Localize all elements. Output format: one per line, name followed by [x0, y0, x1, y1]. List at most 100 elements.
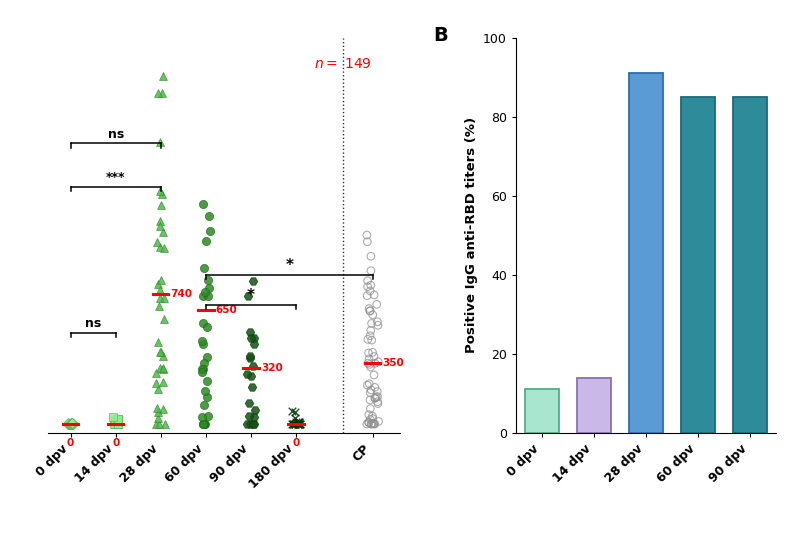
Point	[361, 381, 374, 390]
Point	[158, 293, 170, 302]
Point	[293, 420, 306, 428]
Point	[372, 417, 385, 426]
Point	[66, 420, 79, 428]
Point	[196, 412, 209, 421]
Point	[197, 292, 210, 301]
Point	[65, 419, 78, 428]
Point	[62, 418, 74, 427]
Point	[65, 420, 78, 428]
Point	[293, 417, 306, 426]
Point	[244, 334, 257, 342]
Point	[157, 71, 170, 80]
Text: *: *	[286, 258, 294, 273]
Point	[156, 351, 169, 360]
Point	[363, 360, 376, 369]
Text: ***: ***	[106, 171, 126, 184]
Point	[362, 418, 375, 427]
Point	[195, 365, 208, 373]
Point	[111, 416, 124, 425]
Point	[155, 201, 168, 209]
Point	[154, 216, 166, 225]
Point	[112, 420, 125, 428]
Bar	[681, 97, 715, 433]
Point	[150, 237, 163, 246]
Point	[156, 228, 169, 237]
Point	[152, 280, 165, 288]
Point	[365, 266, 378, 275]
Point	[197, 199, 210, 208]
Point	[362, 359, 374, 367]
Point	[66, 420, 79, 428]
Point	[364, 306, 377, 315]
Point	[246, 420, 259, 428]
Point	[247, 420, 260, 428]
Point	[62, 420, 74, 428]
Point	[366, 336, 378, 345]
Point	[156, 190, 169, 199]
Point	[248, 406, 261, 414]
Point	[362, 418, 375, 427]
Point	[291, 418, 304, 426]
Point	[197, 420, 210, 428]
Point	[364, 388, 377, 397]
Point	[151, 407, 164, 416]
Point	[371, 399, 384, 408]
Point	[108, 420, 121, 428]
Point	[200, 237, 213, 246]
Point	[106, 413, 119, 421]
Point	[242, 292, 254, 301]
Point	[365, 252, 378, 261]
Point	[65, 419, 78, 427]
Point	[150, 420, 162, 428]
Point	[370, 300, 383, 309]
Point	[288, 413, 301, 422]
Point	[371, 392, 384, 401]
Text: B: B	[433, 26, 447, 45]
Y-axis label: Positive IgG anti-RBD titers (%): Positive IgG anti-RBD titers (%)	[465, 117, 478, 353]
Point	[364, 404, 377, 413]
Point	[289, 407, 302, 416]
Point	[198, 387, 211, 395]
Point	[202, 276, 214, 285]
Point	[64, 420, 77, 428]
Point	[243, 412, 256, 420]
Text: ns: ns	[85, 317, 102, 330]
Point	[155, 275, 168, 284]
Point	[243, 328, 256, 337]
Point	[369, 359, 382, 368]
Point	[153, 420, 166, 428]
Point	[367, 371, 380, 379]
Point	[286, 420, 299, 428]
Point	[369, 394, 382, 403]
Point	[361, 237, 374, 246]
Point	[150, 404, 163, 413]
Point	[366, 348, 379, 357]
Point	[361, 420, 374, 428]
Point	[364, 326, 377, 335]
Point	[366, 414, 379, 423]
Point	[154, 364, 167, 373]
Point	[365, 319, 378, 328]
Point	[202, 292, 214, 300]
Point	[202, 212, 215, 220]
Point	[363, 379, 376, 388]
Point	[158, 315, 170, 324]
Point	[198, 359, 210, 367]
Point	[112, 414, 125, 423]
Point	[292, 420, 305, 428]
Point	[292, 418, 305, 426]
Point	[362, 348, 375, 357]
Point	[288, 420, 301, 428]
Point	[62, 420, 74, 428]
Point	[361, 292, 374, 300]
Point	[369, 383, 382, 392]
Point	[287, 420, 300, 428]
Point	[289, 420, 302, 428]
Point	[364, 395, 377, 404]
Point	[62, 420, 75, 428]
Point	[371, 387, 384, 396]
Point	[367, 352, 380, 361]
Point	[154, 348, 166, 357]
Point	[152, 89, 165, 98]
Point	[371, 398, 384, 406]
